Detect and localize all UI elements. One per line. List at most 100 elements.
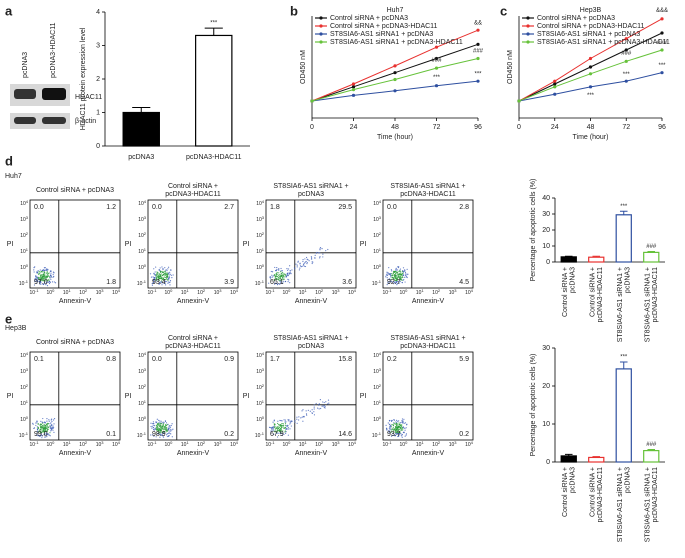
tick-exponent: 2 bbox=[203, 440, 206, 445]
quadrant-value: 5.9 bbox=[459, 356, 469, 363]
event-dot bbox=[41, 424, 44, 427]
event-dot bbox=[395, 422, 398, 425]
event-dot bbox=[402, 276, 404, 279]
tick-exponent: -1 bbox=[377, 279, 381, 284]
event-dot bbox=[166, 434, 168, 436]
event-dot bbox=[311, 412, 313, 415]
event-dot bbox=[403, 427, 405, 429]
event-dot bbox=[398, 422, 400, 424]
event-dot bbox=[159, 270, 162, 273]
event-dot bbox=[390, 420, 393, 422]
event-dot bbox=[401, 418, 404, 420]
x-tick-label: 100 bbox=[283, 440, 292, 448]
event-dot bbox=[307, 259, 309, 261]
event-dot bbox=[158, 427, 161, 430]
event-dot bbox=[273, 424, 276, 426]
event-dot bbox=[398, 430, 401, 432]
annotation: *** bbox=[623, 72, 631, 78]
tick-base: 10 bbox=[20, 217, 26, 223]
event-dot bbox=[43, 428, 45, 430]
x-tick-label-line: pcDNA3 bbox=[569, 267, 576, 293]
x-tick-label-line: ST8SIA6-AS1 siRNA1 + bbox=[617, 267, 624, 342]
event-dot bbox=[289, 272, 292, 274]
band-label: β-actin bbox=[75, 118, 96, 125]
event-dot bbox=[390, 276, 392, 278]
x-tick-label-line: ST8SIA6-AS1 siRNA1 + bbox=[617, 467, 624, 542]
x-tick-label-line: pcDNA3-HDAC11 bbox=[652, 467, 659, 523]
significance: ### bbox=[646, 442, 657, 448]
tick-exponent: 1 bbox=[304, 288, 307, 293]
event-dot bbox=[164, 420, 167, 422]
event-dot bbox=[322, 401, 324, 403]
quadrant-value: 3.9 bbox=[224, 279, 234, 286]
event-dot bbox=[50, 272, 52, 274]
event-dot bbox=[398, 282, 401, 284]
event-dot bbox=[158, 429, 160, 431]
event-dot bbox=[269, 276, 271, 278]
y-tick-label: 102 bbox=[373, 383, 382, 391]
bar bbox=[588, 256, 605, 263]
event-dot bbox=[398, 425, 400, 428]
event-dot bbox=[36, 271, 38, 274]
x-tick-label-line: pcDNA3 bbox=[624, 467, 631, 493]
x-tick-label: 100 bbox=[165, 288, 174, 296]
event-dot bbox=[280, 425, 282, 427]
event-dot bbox=[399, 276, 401, 278]
event-dot bbox=[310, 256, 312, 258]
event-dot bbox=[158, 279, 160, 282]
tick-exponent: 4 bbox=[471, 440, 474, 445]
tick-exponent: 1 bbox=[186, 440, 189, 445]
tick-exponent: 1 bbox=[262, 247, 265, 252]
event-dot bbox=[154, 277, 156, 279]
event-dot bbox=[163, 271, 165, 274]
event-dot bbox=[162, 436, 165, 438]
y-tick-label: 104 bbox=[256, 351, 265, 359]
event-dot bbox=[160, 281, 163, 283]
event-dot bbox=[273, 273, 276, 276]
significance: *** bbox=[210, 21, 218, 27]
x-axis-label: Annexin-V bbox=[295, 298, 328, 305]
tick-base: 10 bbox=[256, 369, 262, 375]
event-dot bbox=[165, 425, 167, 427]
tick-exponent: -1 bbox=[260, 279, 264, 284]
event-dot bbox=[46, 436, 48, 438]
event-dot bbox=[388, 282, 390, 284]
y-tick-label: 1 bbox=[96, 109, 100, 116]
y-tick-label: 101 bbox=[373, 399, 382, 407]
x-tick-label: 101 bbox=[299, 440, 308, 448]
event-dot bbox=[43, 432, 45, 434]
event-dot bbox=[52, 276, 55, 278]
event-dot bbox=[276, 266, 278, 269]
event-dot bbox=[152, 276, 154, 278]
event-dot bbox=[45, 275, 47, 277]
tick-exponent: 3 bbox=[219, 288, 222, 293]
event-dot bbox=[153, 435, 155, 437]
event-dot bbox=[407, 273, 409, 275]
legend-marker bbox=[526, 32, 530, 36]
event-dot bbox=[159, 281, 162, 283]
event-dot bbox=[46, 420, 48, 422]
bar bbox=[560, 256, 577, 263]
y-axis-label: PI bbox=[243, 393, 250, 400]
plot-title: Control siRNA + pcDNA3 bbox=[36, 187, 114, 194]
event-dot bbox=[404, 422, 407, 424]
x-tick-label: 24 bbox=[350, 124, 358, 131]
event-dot bbox=[404, 429, 406, 431]
tick-exponent: 1 bbox=[262, 399, 265, 404]
x-tick-label: 101 bbox=[181, 288, 190, 296]
event-dot bbox=[294, 420, 296, 422]
event-dot bbox=[279, 430, 282, 432]
blot-band bbox=[42, 117, 66, 124]
event-dot bbox=[270, 432, 272, 434]
event-dot bbox=[298, 419, 300, 421]
event-dot bbox=[162, 432, 164, 434]
x-tick-label-line: pcDNA3-HDAC11 bbox=[597, 267, 604, 323]
tick-base: 10 bbox=[315, 290, 321, 296]
event-dot bbox=[160, 420, 162, 422]
y-tick-label: 102 bbox=[138, 383, 147, 391]
event-dot bbox=[391, 430, 393, 432]
y-tick-label: 100 bbox=[256, 263, 265, 271]
event-dot bbox=[391, 270, 393, 272]
quadrant-value: 15.8 bbox=[338, 356, 352, 363]
event-dot bbox=[43, 424, 45, 426]
